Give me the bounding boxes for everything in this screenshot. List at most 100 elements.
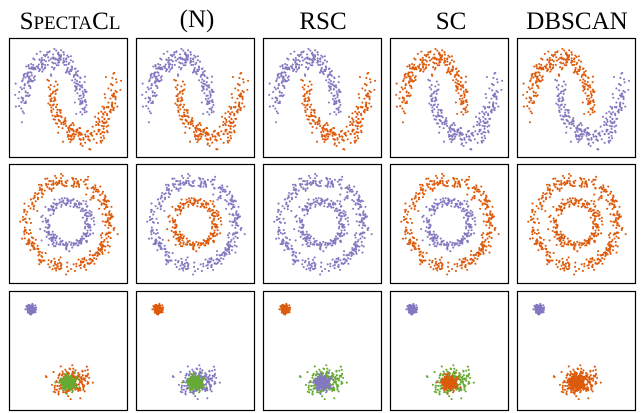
data-point [53,118,56,121]
data-point [47,259,50,262]
data-point [282,80,285,83]
data-point [489,222,492,225]
data-point [418,247,421,250]
data-point [186,243,189,246]
data-point [28,217,31,220]
data-point [603,120,606,123]
data-point [466,103,469,107]
data-point [454,243,458,246]
data-point [92,220,95,223]
data-point [454,135,457,138]
data-point [64,117,67,120]
data-point [66,66,69,70]
data-point [51,208,54,211]
data-point [104,233,107,236]
data-point [294,56,297,59]
title-dbscan: DBSCAN [526,8,627,35]
data-point [333,142,336,145]
data-point [93,253,96,256]
data-point [219,194,222,197]
data-point [189,57,192,60]
data-point [547,50,550,53]
data-point [438,115,441,118]
data-point [159,63,162,66]
data-point [459,81,462,84]
data-point [447,261,450,264]
data-point [473,138,476,141]
data-point [339,239,342,243]
data-point [326,184,329,187]
data-point [208,107,211,110]
data-point [562,80,565,83]
data-point [529,79,532,82]
data-point [166,50,169,53]
data-point [591,75,595,78]
data-point [199,263,202,266]
data-point [202,265,205,268]
data-point [41,220,44,223]
data-point [351,122,354,125]
data-point [92,216,95,219]
data-point [171,217,174,220]
data-point [287,194,290,197]
data-point [331,134,334,137]
data-point [574,68,577,71]
data-point [70,135,73,138]
data-point [294,59,297,62]
data-point [481,240,484,244]
data-point [279,94,283,97]
data-point [62,53,65,56]
data-point [233,218,236,221]
data-point [471,217,474,221]
data-point [59,58,62,61]
data-point [101,190,105,193]
data-point [21,79,24,82]
data-point [340,129,344,132]
data-point [409,228,412,232]
data-point [154,84,157,87]
data-point [413,197,416,200]
data-point [598,133,601,136]
data-point [428,79,431,82]
data-point [459,126,462,130]
data-point [159,68,162,71]
data-point [178,114,181,117]
data-point [615,87,618,90]
data-point [196,140,199,144]
data-point [275,215,278,218]
data-point [49,58,52,61]
data-point [298,66,301,69]
data-point [374,79,377,82]
data-point [36,193,39,196]
data-point [110,89,113,92]
data-point [322,73,325,76]
data-point [324,65,327,68]
data-point [44,219,47,222]
data-point [456,265,459,268]
data-point [167,61,170,64]
data-point [420,50,423,53]
data-point [287,78,290,81]
data-point [400,220,403,223]
data-point [216,198,219,201]
data-point [488,200,491,203]
data-point [354,236,357,239]
data-point [176,261,180,264]
data-point [522,93,525,96]
data-point [234,217,237,220]
data-point [212,268,215,271]
data-point [304,111,307,114]
data-point [355,112,359,115]
data-point [274,101,277,104]
data-point [89,261,92,264]
data-point [275,237,278,240]
data-point [361,231,364,234]
data-point [305,239,308,242]
data-point [432,56,435,59]
data-point [403,75,406,78]
data-point [84,141,87,144]
data-point [365,76,368,80]
data-point [559,56,562,59]
data-point [359,200,362,203]
data-point [116,233,119,236]
